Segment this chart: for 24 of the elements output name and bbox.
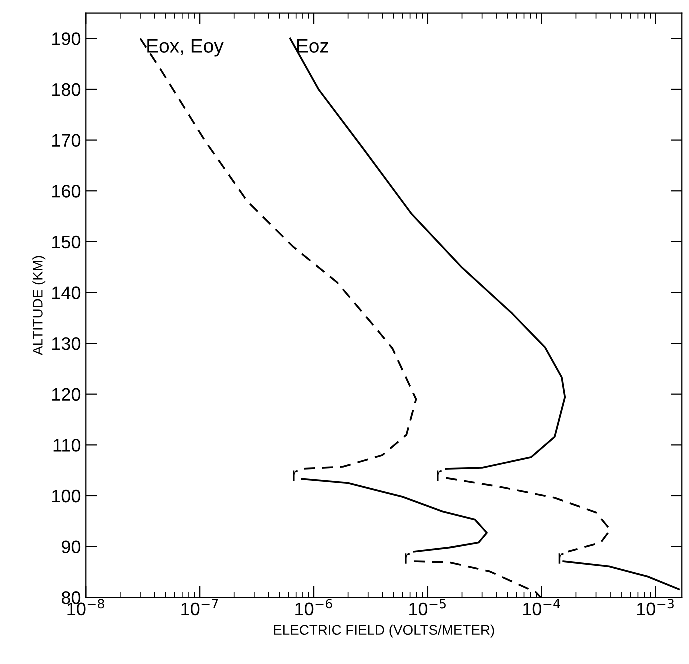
y-tick-label: 160 bbox=[52, 185, 81, 198]
x-tick-label: 10$^{−7}$ bbox=[182, 599, 218, 616]
annotation: r bbox=[405, 553, 410, 564]
x-tick-label: 10$^{−4}$ bbox=[524, 599, 560, 616]
annotation: r bbox=[437, 470, 442, 482]
y-tick-label: 120 bbox=[52, 388, 81, 402]
y-tick-label: 110 bbox=[54, 439, 81, 452]
y-tick-label: 150 bbox=[52, 236, 81, 249]
annotation: r bbox=[558, 553, 564, 564]
y-axis-title: ALTITUDE (KM) bbox=[32, 256, 46, 356]
y-tick-label: 130 bbox=[52, 337, 81, 350]
y-tick-label: 140 bbox=[52, 286, 81, 300]
x-tick-label: 10$^{−5}$ bbox=[410, 599, 446, 616]
annotation: Eox, Eoy bbox=[148, 39, 224, 57]
x-tick-label: 10$^{−3}$ bbox=[637, 599, 674, 616]
y-tick-label: 170 bbox=[52, 134, 81, 148]
annotation: r bbox=[293, 470, 298, 482]
y-tick-label: 190 bbox=[52, 32, 81, 46]
y-tick-label: 180 bbox=[52, 83, 81, 96]
y-tick-label: 90 bbox=[62, 540, 81, 554]
y-tick-label: 100 bbox=[52, 490, 81, 503]
x-tick-label: 10$^{−6}$ bbox=[296, 599, 332, 616]
annotation: Eoz bbox=[298, 39, 328, 53]
x-axis-title: ELECTRIC FIELD (VOLTS/METER) bbox=[274, 624, 494, 638]
